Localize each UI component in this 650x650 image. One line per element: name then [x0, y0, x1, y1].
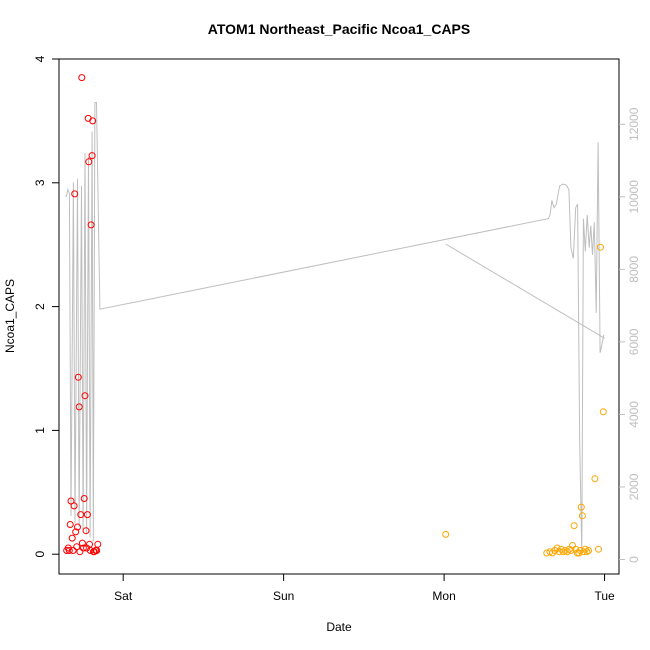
y-right-tick-label: 0 [627, 556, 641, 563]
data-point [570, 522, 578, 530]
data-point [585, 547, 592, 554]
plot-frame [58, 58, 620, 575]
y-right-tick-label: 10000 [627, 180, 641, 214]
data-point [553, 544, 561, 552]
y-right-tick-label: 6000 [627, 328, 641, 355]
y-right-tick-label: 4000 [627, 401, 641, 428]
data-point [66, 521, 74, 528]
data-point [78, 74, 86, 82]
y-tick-label: 2 [33, 303, 47, 310]
data-point [83, 511, 91, 519]
concentration-line [65, 102, 605, 553]
data-point [74, 373, 82, 381]
data-point [597, 243, 604, 251]
data-point [70, 502, 78, 510]
y-axis-label: Ncoa1_CAPS [3, 279, 17, 353]
chart-title: ATOM1 Northeast_Pacific Ncoa1_CAPS [208, 21, 470, 37]
x-axis: Sat Sun Mon Tue [114, 574, 615, 603]
scatter-points [63, 74, 607, 557]
data-point [94, 540, 102, 548]
x-tick-label: Mon [432, 589, 455, 603]
data-point [576, 547, 584, 554]
data-point [74, 523, 81, 531]
y-tick-label: 3 [33, 179, 47, 186]
data-point [81, 392, 89, 400]
y-right-axis: 0 2000 4000 6000 8000 10000 12000 [619, 107, 641, 563]
data-point [85, 158, 93, 166]
data-point [76, 548, 84, 556]
y-right-tick-label: 2000 [627, 473, 641, 500]
y-tick-label: 4 [33, 55, 47, 62]
data-point [75, 403, 83, 411]
x-axis-label: Date [326, 620, 352, 634]
data-point [71, 190, 79, 198]
data-point [567, 547, 575, 554]
data-point [578, 512, 586, 520]
data-point [591, 475, 599, 483]
y-tick-label: 0 [33, 551, 47, 558]
data-point [583, 548, 591, 556]
data-point [79, 544, 87, 552]
data-point [80, 495, 88, 502]
data-point [69, 547, 77, 554]
data-point [595, 545, 602, 553]
data-point [65, 547, 73, 554]
y-right-tick-label: 8000 [627, 256, 641, 283]
y-tick-label: 1 [33, 427, 47, 434]
data-point [442, 530, 450, 538]
data-point [68, 534, 76, 542]
data-point [87, 221, 95, 229]
x-tick-label: Tue [594, 589, 615, 603]
data-point [67, 497, 75, 505]
data-point [88, 152, 96, 160]
data-point [73, 543, 81, 551]
line-series [65, 102, 605, 553]
data-point [89, 117, 97, 125]
data-point [77, 511, 85, 519]
data-point [577, 503, 585, 511]
data-point [72, 528, 80, 536]
concentration-line-segment [445, 243, 605, 339]
y-axis: 0 1 2 3 4 [33, 55, 59, 558]
y-right-tick-label: 12000 [627, 107, 641, 141]
data-point [82, 527, 90, 535]
x-tick-label: Sun [273, 589, 294, 603]
data-point [78, 539, 86, 547]
x-tick-label: Sat [114, 589, 133, 603]
data-point [599, 408, 607, 416]
